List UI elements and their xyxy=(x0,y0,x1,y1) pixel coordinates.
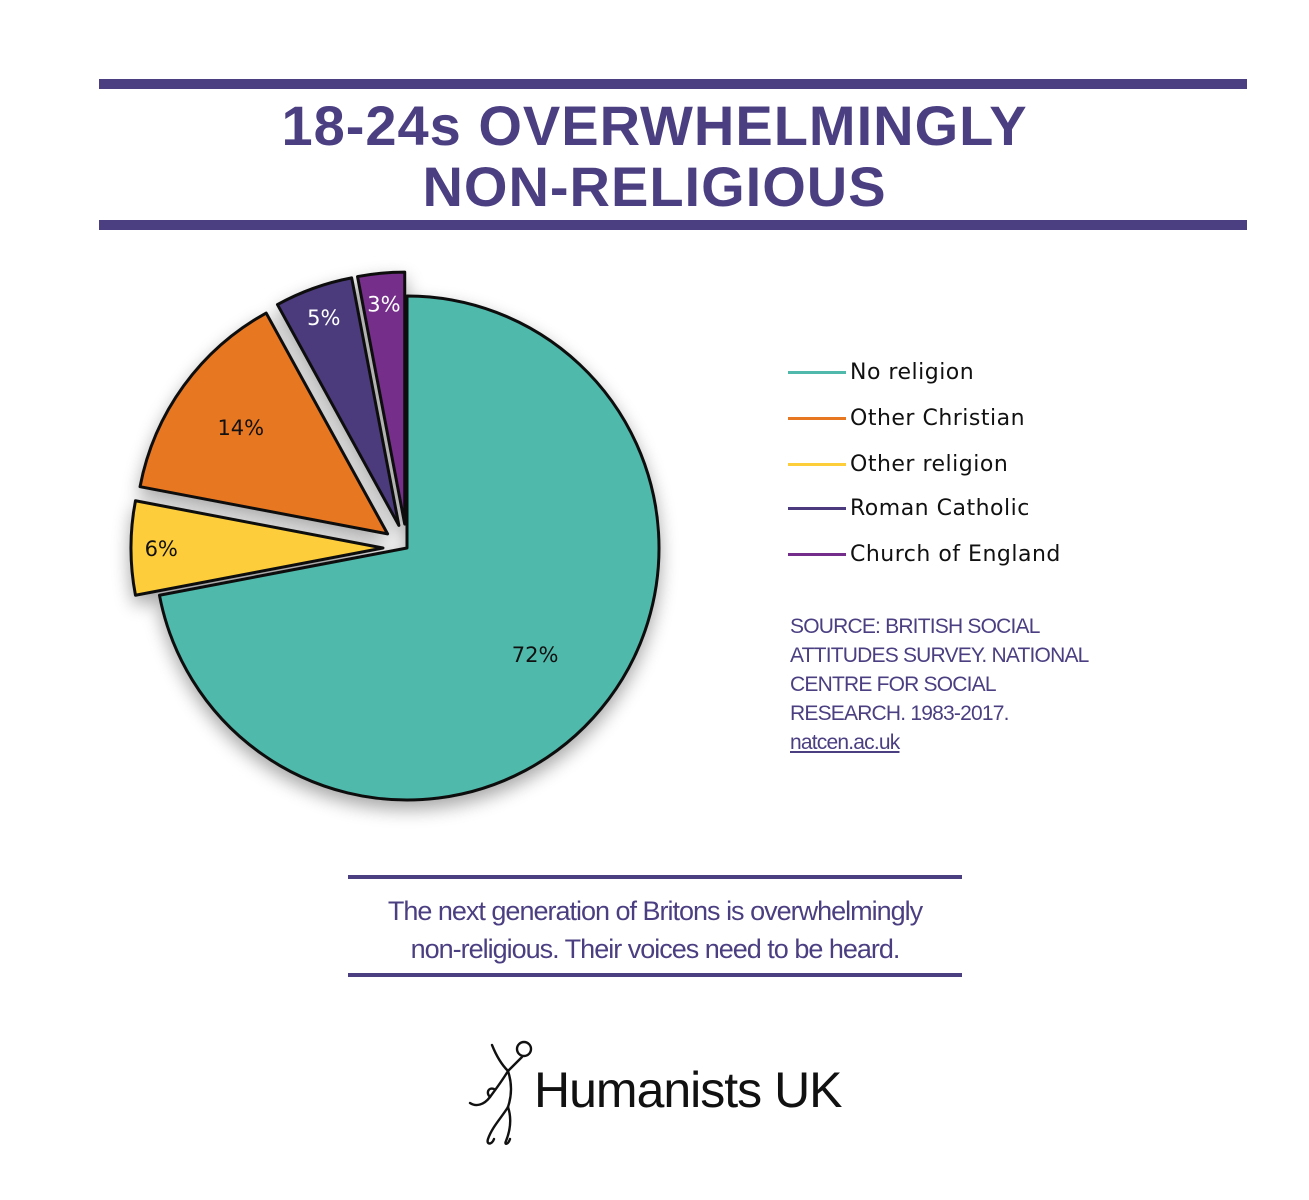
legend-label: Roman Catholic xyxy=(850,495,1030,521)
message-line-1: The next generation of Britons is overwh… xyxy=(387,896,923,926)
humanists-uk-logo: Humanists UK xyxy=(462,1035,862,1155)
pie-label-roman-catholic: 5% xyxy=(307,306,340,330)
pie-slice-roman-catholic xyxy=(275,276,401,527)
chart-title-line-2: NON-RELIGIOUS xyxy=(422,155,887,218)
legend-item-other-religion: Other religion xyxy=(788,449,1008,479)
source-link[interactable]: natcen.ac.uk xyxy=(790,731,900,754)
legend-swatch xyxy=(788,370,846,374)
pie-slice-church-of-england xyxy=(356,270,407,526)
pie-label-other-christian: 14% xyxy=(217,416,264,440)
source-text: SOURCE: BRITISH SOCIAL ATTITUDES SURVEY.… xyxy=(790,615,1089,725)
legend-swatch xyxy=(788,462,846,466)
pie-slice-no-religion xyxy=(157,294,661,802)
source-note: SOURCE: BRITISH SOCIAL ATTITUDES SURVEY.… xyxy=(790,612,1110,757)
title-top-rule xyxy=(99,79,1247,89)
pie-label-no-religion: 72% xyxy=(512,643,559,667)
pie-label-other-religion: 6% xyxy=(145,537,178,561)
pie-chart: 72% 6% 14% 5% 3% xyxy=(129,270,661,802)
message-bottom-rule xyxy=(348,973,962,977)
legend-label: Other Christian xyxy=(850,405,1026,431)
legend-item-roman-catholic: Roman Catholic xyxy=(788,493,1030,523)
pie-label-church-of-england: 3% xyxy=(367,292,400,316)
legend-label: No religion xyxy=(850,359,975,385)
pie-slice-other-christian xyxy=(138,311,390,536)
title-bottom-rule xyxy=(99,220,1247,230)
legend-swatch xyxy=(788,506,846,510)
chart-title-line-1: 18-24s OVERWHELMINGLY xyxy=(281,94,1028,157)
pie-slice-other-religion xyxy=(129,499,385,597)
legend-swatch xyxy=(788,416,846,420)
legend-label: Church of England xyxy=(850,541,1061,567)
message-top-rule xyxy=(348,875,962,879)
logo-text: Humanists UK xyxy=(534,1062,843,1118)
message-text: The next generation of Britons is overwh… xyxy=(348,892,962,968)
legend-item-no-religion: No religion xyxy=(788,357,974,387)
legend-item-church-of-england: Church of England xyxy=(788,539,1061,569)
legend-label: Other religion xyxy=(850,451,1009,477)
message-line-2: non-religious. Their voices need to be h… xyxy=(410,934,901,964)
legend-swatch xyxy=(788,552,846,556)
legend-item-other-christian: Other Christian xyxy=(788,403,1025,433)
humanist-figure-icon xyxy=(468,1040,533,1145)
